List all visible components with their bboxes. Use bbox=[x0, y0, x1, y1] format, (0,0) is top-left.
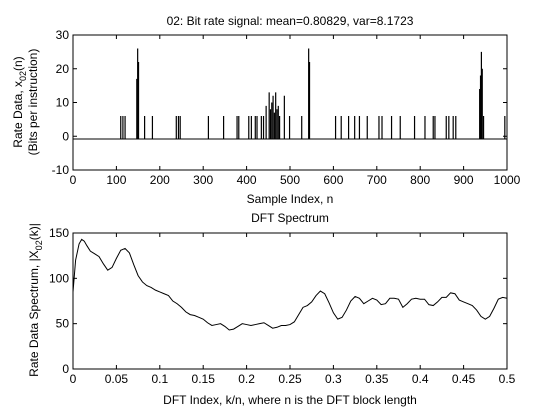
bit-rate-xlabel: Sample Index, n bbox=[247, 192, 334, 206]
dft-spectrum-plot: 0 0.05 0.1 0.15 0.2 0.25 0.3 0.35 0.4 0.45 0.5 0 50 1… bbox=[27, 211, 516, 407]
x-tick-label: 600 bbox=[323, 173, 343, 187]
bit-rate-series bbox=[73, 48, 507, 140]
bit-rate-ylabel-line2: (Bits per instruction) bbox=[26, 49, 40, 156]
y-tick-label: 30 bbox=[56, 28, 70, 42]
x-tick-label: 0.45 bbox=[452, 372, 476, 386]
x-tick-label: 1000 bbox=[494, 173, 521, 187]
x-tick-label: 800 bbox=[410, 173, 430, 187]
dft-ylabel-suffix: (k)| bbox=[27, 223, 41, 240]
bit-rate-ylabel-line1: Rate Data, x02(n) bbox=[11, 56, 28, 147]
y-tick-label: 0 bbox=[62, 362, 69, 376]
x-tick-label: 0.1 bbox=[151, 372, 168, 386]
x-tick-label: 0.15 bbox=[192, 372, 216, 386]
dft-title: DFT Spectrum bbox=[251, 211, 329, 225]
bit-rate-ylabel-main: Rate Data, x bbox=[11, 81, 25, 148]
x-tick-label: 0 bbox=[70, 372, 77, 386]
x-tick-label: 0 bbox=[70, 173, 77, 187]
y-tick-label: -10 bbox=[52, 163, 70, 177]
x-tick-label: 0.05 bbox=[105, 372, 129, 386]
x-tick-label: 100 bbox=[106, 173, 126, 187]
x-tick-label: 0.35 bbox=[365, 372, 389, 386]
x-tick-label: 300 bbox=[193, 173, 213, 187]
x-tick-label: 0.3 bbox=[325, 372, 342, 386]
dft-spectrum-line bbox=[72, 238, 508, 331]
dft-series bbox=[72, 238, 508, 331]
x-tick-label: 0.2 bbox=[238, 372, 255, 386]
y-tick-label: 50 bbox=[56, 317, 70, 331]
x-tick-label: 0.25 bbox=[278, 372, 302, 386]
bit-rate-plot: 0 100 200 300 400 500 600 700 800 900 1000-1001020… bbox=[11, 14, 521, 206]
bit-rate-ylabel-subscript: 02 bbox=[18, 71, 28, 81]
y-tick-label: 150 bbox=[49, 226, 69, 240]
dft-xlabel: DFT Index, k/n, where n is the DFT block… bbox=[163, 393, 417, 407]
x-tick-label: 900 bbox=[454, 173, 474, 187]
bit-rate-ylabel-suffix: (n) bbox=[11, 56, 25, 71]
y-tick-label: 100 bbox=[49, 271, 69, 285]
x-tick-label: 400 bbox=[237, 173, 257, 187]
y-tick-label: 0 bbox=[62, 129, 69, 143]
bit-rate-axes-box bbox=[72, 34, 508, 171]
dft-axes-box bbox=[72, 232, 508, 370]
dft-ticks: 0 0.05 0.1 0.15 0.2 0.25 0.3 0.35 0.4 0.45 0.5 0 50 1… bbox=[49, 226, 516, 386]
dft-ylabel: Rate Data Spectrum, |X02(k)| bbox=[27, 223, 44, 377]
x-tick-label: 0.5 bbox=[499, 372, 516, 386]
x-tick-label: 700 bbox=[367, 173, 387, 187]
dft-ylabel-main: Rate Data Spectrum, |X bbox=[27, 250, 41, 377]
y-tick-label: 20 bbox=[56, 62, 70, 76]
x-tick-label: 200 bbox=[150, 173, 170, 187]
bit-rate-title: 02: Bit rate signal: mean=0.80829, var=8… bbox=[167, 14, 414, 28]
dft-ylabel-subscript: 02 bbox=[34, 240, 44, 250]
y-tick-label: 10 bbox=[56, 96, 70, 110]
bit-rate-ticks: 0 100 200 300 400 500 600 700 800 900 1000-1001020… bbox=[52, 28, 521, 187]
x-tick-label: 500 bbox=[280, 173, 300, 187]
x-tick-label: 0.4 bbox=[412, 372, 429, 386]
